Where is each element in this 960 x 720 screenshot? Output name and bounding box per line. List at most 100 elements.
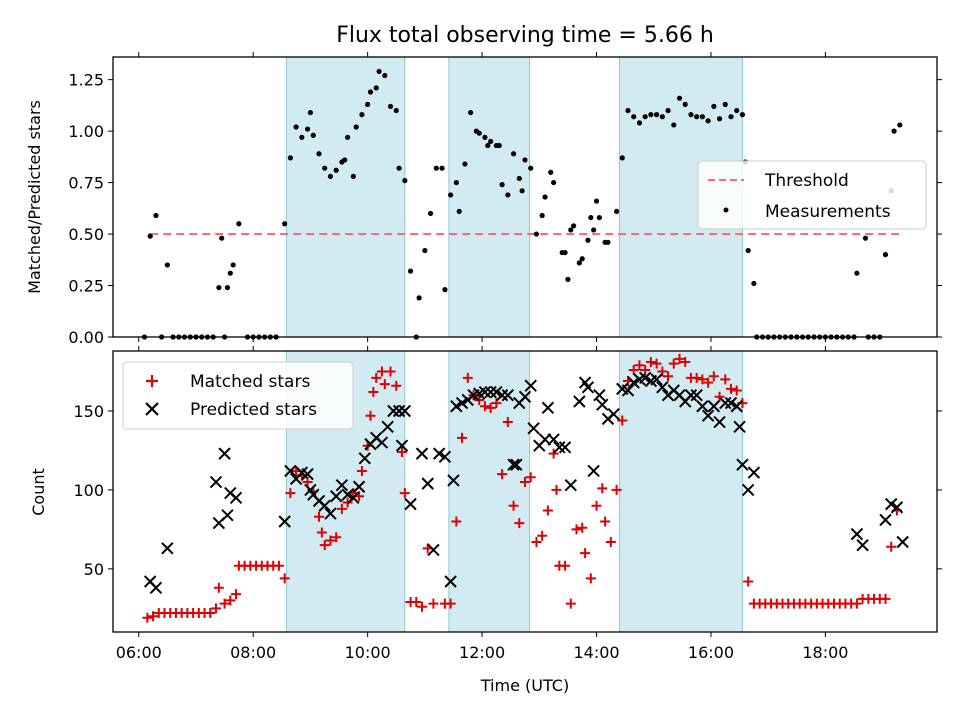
measurement-point	[153, 212, 159, 219]
observing-window-2	[448, 56, 531, 338]
predicted-star-point	[495, 388, 509, 402]
legend-measurements-label: Measurements	[765, 202, 891, 222]
matched-star-point	[379, 379, 390, 390]
matched-star-point	[880, 593, 891, 604]
matched-star-point	[605, 537, 616, 548]
predicted-star-point	[587, 464, 600, 478]
matched-star-point	[142, 612, 153, 623]
matched-star-point	[211, 603, 221, 614]
matched-star-point	[502, 417, 513, 428]
legend-matched-swatch	[146, 375, 158, 387]
matched-star-point	[674, 353, 685, 364]
matched-star-point	[462, 372, 473, 383]
predicted-star-point	[490, 385, 503, 399]
measurement-point	[216, 284, 222, 291]
predicted-star-point	[885, 497, 898, 511]
measurement-point	[548, 169, 554, 175]
matched-stars-points	[142, 353, 902, 623]
measurement-point	[516, 175, 522, 182]
matched-star-point	[548, 448, 559, 459]
matched-star-point	[365, 410, 376, 421]
measurement-point	[333, 167, 339, 173]
measurement-point	[739, 112, 746, 118]
predicted-star-point	[581, 381, 595, 394]
measurement-point	[488, 138, 494, 145]
predicted-star-point	[690, 388, 703, 402]
measurement-point	[416, 295, 422, 301]
measurement-point	[227, 270, 233, 276]
measurement-point	[496, 142, 502, 149]
matched-star-point	[731, 385, 742, 396]
bottom-axis-ticks: 06:00 08:00 10:00 12:00 14:00 16:00 18:00 50 100…	[73, 346, 942, 662]
measurement-point	[734, 107, 740, 114]
matched-star-point	[371, 372, 382, 383]
predicted-star-point	[381, 420, 394, 433]
predicted-star-point	[747, 466, 761, 479]
measurement-point	[299, 134, 305, 140]
y-tick-label: 0.00	[68, 328, 104, 347]
predicted-star-point	[856, 538, 869, 552]
matched-star-point	[611, 484, 622, 495]
predicted-star-point	[324, 507, 337, 520]
measurement-point	[476, 130, 482, 136]
matched-star-point	[485, 402, 496, 413]
matched-star-point	[651, 358, 662, 369]
measurement-point	[562, 249, 568, 256]
top-legend-box	[697, 160, 927, 230]
matched-star-point	[743, 576, 754, 587]
predicted-star-point	[638, 371, 652, 385]
y-tick-label: 0.50	[68, 225, 104, 244]
x-axis-label: Time (UTC)	[480, 676, 569, 695]
matched-star-point	[663, 371, 674, 382]
measurement-point	[350, 173, 356, 180]
measurement-point	[224, 284, 231, 291]
matched-star-point	[225, 595, 236, 606]
predicted-star-point	[341, 488, 354, 501]
predicted-star-point	[278, 515, 291, 528]
measurement-point	[293, 124, 299, 130]
matched-star-point	[508, 500, 519, 511]
predicted-star-point	[398, 404, 412, 418]
matched-star-point	[497, 469, 508, 480]
matched-star-point	[551, 484, 562, 495]
matched-star-point	[325, 535, 336, 546]
predicted-star-point	[524, 379, 537, 392]
y-tick-label: 1.00	[68, 122, 104, 141]
x-tick-label: 18:00	[802, 643, 848, 662]
predicted-star-point	[558, 441, 572, 454]
predicted-star-point	[707, 400, 721, 413]
matched-star-point	[319, 540, 330, 551]
measurement-point	[528, 165, 534, 171]
predicted-star-point	[352, 480, 366, 493]
measurement-point	[571, 223, 577, 229]
matched-star-point	[479, 401, 490, 412]
predicted-star-point	[450, 400, 463, 413]
top-plot-frame	[112, 56, 938, 338]
measurement-point	[705, 118, 711, 124]
predicted-star-point	[301, 467, 314, 481]
matched-star-point	[571, 524, 582, 535]
measurement-point	[345, 134, 351, 140]
measurement-point	[682, 101, 688, 107]
matched-star-point	[680, 357, 691, 368]
matched-star-point	[600, 516, 611, 527]
matched-star-point	[445, 598, 456, 609]
matched-star-point	[302, 477, 313, 488]
legend-matched-label: Matched stars	[190, 372, 310, 392]
observing-window-1	[285, 56, 406, 338]
x-tick-label: 12:00	[459, 643, 505, 662]
y-tick-label: 100	[73, 481, 104, 500]
predicted-star-point	[392, 404, 406, 418]
measurement-point	[230, 262, 236, 268]
measurement-point	[468, 109, 474, 116]
matched-star-point	[617, 415, 628, 426]
predicted-star-point	[527, 422, 540, 435]
predicted-star-point	[741, 483, 755, 497]
x-tick-label: 16:00	[688, 643, 734, 662]
matched-star-point	[385, 366, 396, 377]
predicted-star-point	[329, 490, 343, 503]
measurement-point	[422, 247, 428, 254]
measurement-point	[636, 120, 643, 126]
predicted-star-point	[564, 478, 577, 492]
